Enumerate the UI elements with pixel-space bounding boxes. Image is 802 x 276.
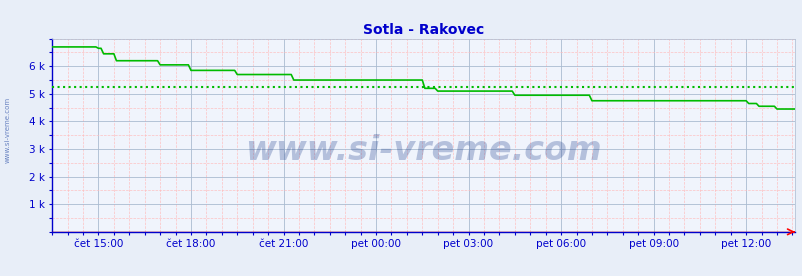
Text: www.si-vreme.com: www.si-vreme.com xyxy=(5,97,11,163)
Text: www.si-vreme.com: www.si-vreme.com xyxy=(245,134,602,167)
Title: Sotla - Rakovec: Sotla - Rakovec xyxy=(363,23,484,38)
